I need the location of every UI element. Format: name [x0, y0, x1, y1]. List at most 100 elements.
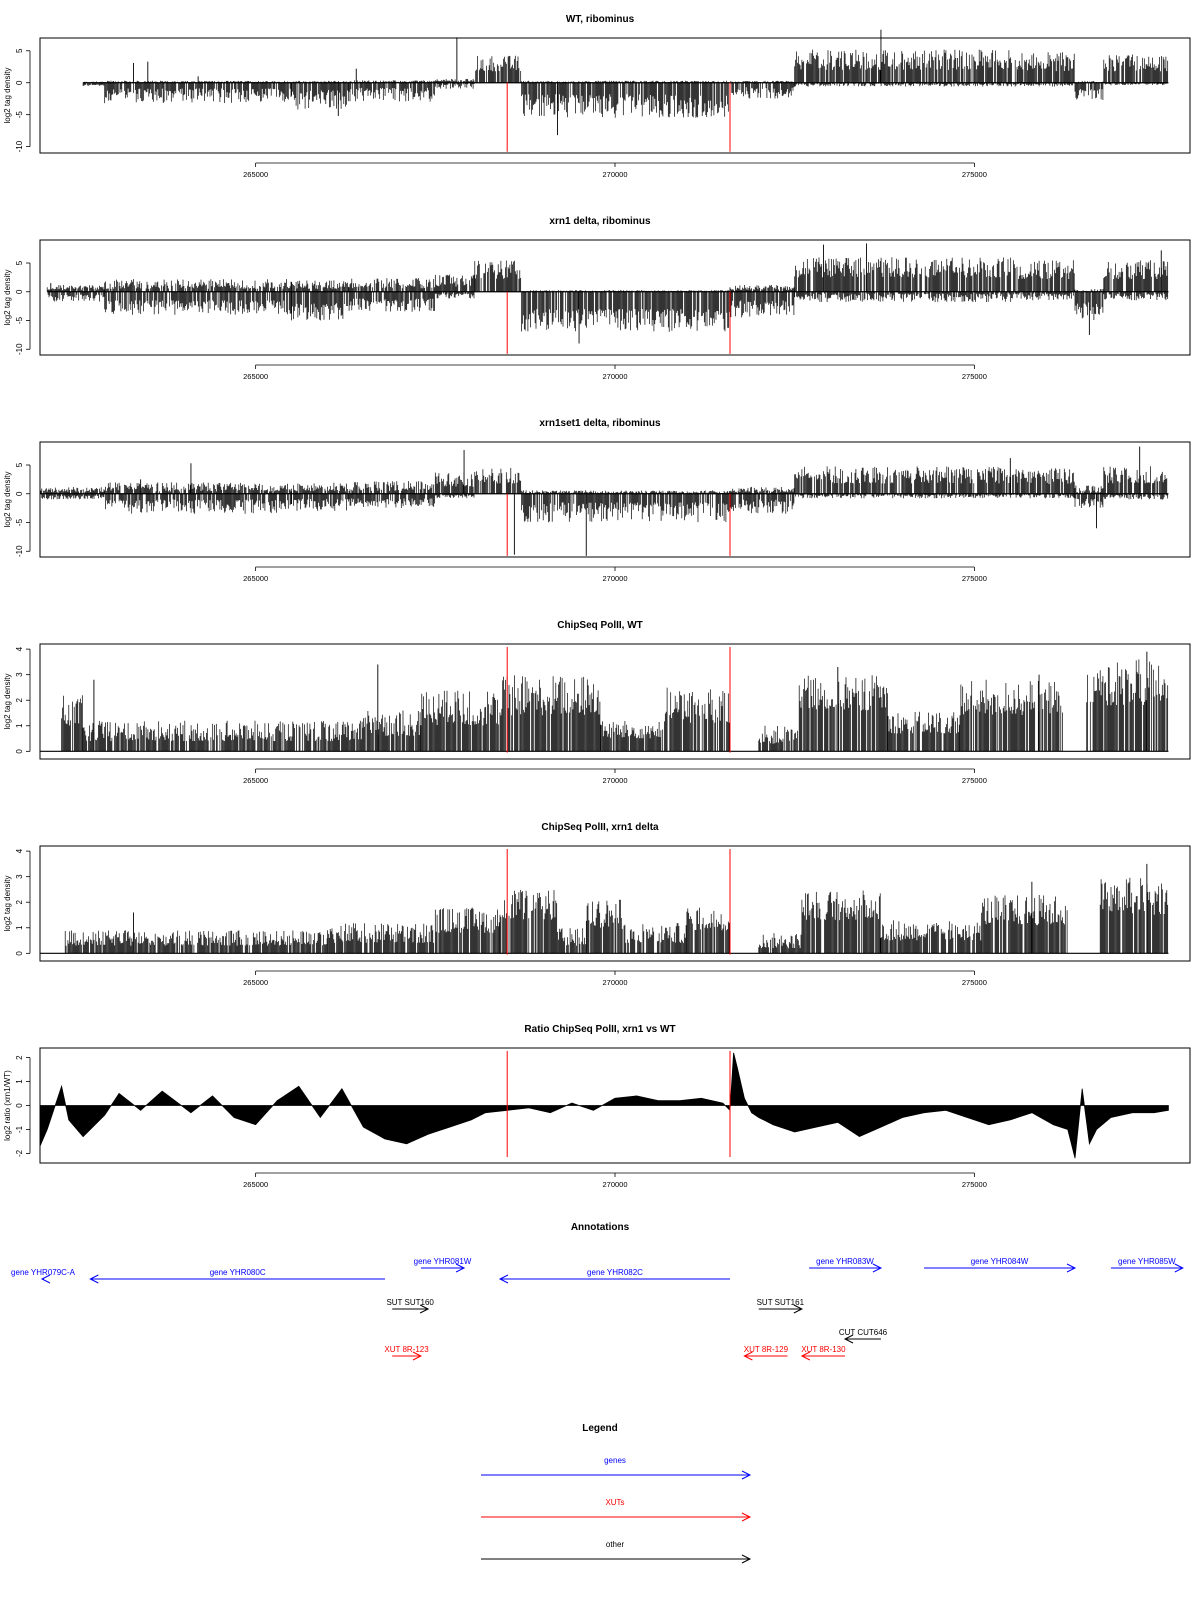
arrowhead	[40, 1274, 51, 1284]
x-tick-label: 275000	[962, 978, 987, 987]
x-tick-label: 265000	[243, 776, 268, 785]
series-bars	[82, 29, 1169, 136]
arrowhead	[800, 1351, 811, 1361]
series-bars	[39, 1052, 1169, 1159]
y-tick-label: 5	[15, 462, 24, 467]
x-tick-label: 265000	[243, 372, 268, 381]
y-axis-label: log2 tag density	[3, 471, 12, 527]
plot-frame	[39, 37, 1191, 154]
density-bars	[82, 49, 1169, 118]
density-bars	[46, 257, 1169, 332]
annotations-track: Annotations gene YHR079C-A gene YHR080Cge…	[11, 1222, 1184, 1361]
arrowhead	[419, 1304, 430, 1314]
feature-genes: gene YHR083W	[809, 1257, 883, 1273]
y-tick-label: 0	[15, 1103, 24, 1108]
ratio-area	[39, 1052, 1169, 1159]
arrowhead	[455, 1263, 466, 1273]
arrowhead	[872, 1263, 883, 1273]
y-tick-label: 3	[15, 874, 24, 879]
arrowhead	[793, 1304, 803, 1314]
panel-title: xrn1 delta, ribominus	[549, 216, 651, 227]
series-bars	[46, 243, 1169, 344]
feature-other: SUT SUT161	[757, 1298, 805, 1314]
feature-other: SUT SUT160	[386, 1298, 434, 1314]
y-axis-label: log2 tag density	[3, 269, 12, 325]
y-tick-label: 0	[15, 80, 24, 85]
x-tick-label: 270000	[602, 170, 627, 179]
feature-layer: gene YHR079C-A gene YHR080C gene YHR081W ge…	[11, 1257, 1184, 1361]
y-tick-label: -5	[15, 518, 24, 526]
y-tick-label: -10	[15, 343, 24, 355]
legend-label: genes	[604, 1456, 626, 1465]
feature-label: gene YHR079C-A	[11, 1268, 76, 1277]
feature-label: SUT SUT161	[757, 1298, 805, 1307]
track-panel-5: ChipSeq PolII, xrn1 delta 0 1 2 3 4 log2 tag d…	[3, 822, 1191, 987]
y-tick-label: 3	[15, 672, 24, 677]
x-tick-label: 270000	[602, 978, 627, 987]
series-bars	[39, 446, 1169, 556]
y-tick-label: 2	[15, 697, 24, 702]
x-tick-label: 275000	[962, 170, 987, 179]
x-tick-label: 270000	[602, 776, 627, 785]
annotations-title: Annotations	[571, 1222, 630, 1233]
density-bars	[39, 466, 1169, 523]
feature-label: gene YHR080C	[210, 1268, 266, 1277]
arrowhead	[1174, 1263, 1184, 1273]
feature-label: gene YHR084W	[971, 1257, 1029, 1266]
feature-label: gene YHR083W	[816, 1257, 874, 1266]
y-axis-label: log2 tag density	[3, 67, 12, 123]
feature-xuts: XUT 8R-123	[384, 1345, 429, 1361]
x-tick-label: 265000	[243, 1180, 268, 1189]
density-bars	[64, 877, 1169, 954]
legend-label: XUTs	[605, 1498, 624, 1507]
panel-title: ChipSeq PolII, xrn1 delta	[541, 822, 659, 833]
feature-label: gene YHR085W	[1118, 1257, 1176, 1266]
x-tick-label: 265000	[243, 574, 268, 583]
x-tick-label: 265000	[243, 170, 268, 179]
arrowhead	[498, 1274, 509, 1284]
y-tick-label: -10	[15, 140, 24, 152]
arrowhead	[89, 1274, 99, 1284]
plot-frame	[39, 239, 1191, 356]
y-tick-label: 0	[15, 289, 24, 294]
series-bars	[40, 651, 1169, 752]
x-tick-label: 275000	[962, 1180, 987, 1189]
y-tick-label: -5	[15, 111, 24, 119]
x-tick-label: 270000	[602, 372, 627, 381]
panel-title: Ratio ChipSeq PolII, xrn1 vs WT	[524, 1024, 675, 1035]
y-tick-label: 5	[15, 48, 24, 53]
x-tick-label: 270000	[602, 574, 627, 583]
y-tick-label: 2	[15, 1055, 24, 1060]
feature-label: XUT 8R-130	[801, 1345, 846, 1354]
legend-label: other	[606, 1540, 625, 1549]
y-tick-label: 4	[15, 646, 24, 651]
y-axis-label: log2 tag density	[3, 875, 12, 931]
track-panel-1: WT, ribominus -10 -5 0 5 log2 tag density 2650…	[3, 14, 1191, 179]
y-tick-label: 1	[15, 723, 24, 728]
feature-label: gene YHR081W	[414, 1257, 472, 1266]
feature-label: SUT SUT160	[386, 1298, 434, 1307]
feature-xuts: XUT 8R-130	[800, 1345, 846, 1361]
y-tick-label: 1	[15, 1079, 24, 1084]
y-tick-label: -10	[15, 545, 24, 557]
arrowhead	[741, 1470, 752, 1480]
legend-item-other: other	[481, 1540, 752, 1564]
y-tick-label: 4	[15, 848, 24, 853]
feature-genes: gene YHR082C	[498, 1268, 730, 1284]
x-tick-label: 265000	[243, 978, 268, 987]
arrowhead	[741, 1512, 752, 1522]
x-tick-label: 275000	[962, 776, 987, 785]
plot-frame	[39, 643, 1191, 760]
feature-genes: gene YHR085W	[1110, 1257, 1184, 1273]
track-panel-6: Ratio ChipSeq PolII, xrn1 vs WT -2 -1 0 1 2 lo…	[3, 1024, 1191, 1189]
feature-other: CUT CUT646	[839, 1328, 888, 1344]
arrowhead	[1066, 1263, 1077, 1273]
panel-title: WT, ribominus	[566, 14, 635, 25]
legend: Legend genes XUTs other	[481, 1423, 752, 1564]
panel-title: xrn1set1 delta, ribominus	[539, 418, 661, 429]
arrowhead	[741, 1554, 752, 1564]
